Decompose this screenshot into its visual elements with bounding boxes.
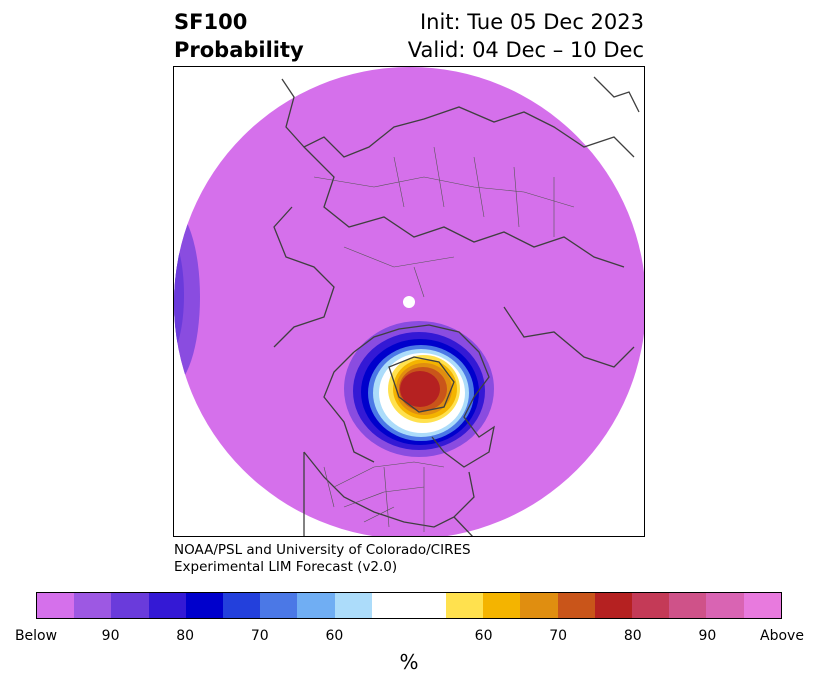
colorbar-segment <box>37 593 75 618</box>
colorbar-segment <box>185 593 223 618</box>
credit-line-1: NOAA/PSL and University of Colorado/CIRE… <box>174 542 471 558</box>
colorbar-tick-label: 90 <box>101 628 120 644</box>
coastlines <box>273 76 640 536</box>
colorbar-segment <box>520 593 558 618</box>
labrador-coast <box>323 351 375 463</box>
map-canvas <box>174 67 644 536</box>
colorbar-segment <box>706 593 744 618</box>
probability-field <box>174 207 494 457</box>
variable-name: SF100 <box>174 10 248 34</box>
asia-coast <box>593 76 640 113</box>
colorbar-unit: % <box>399 650 419 674</box>
anomaly-contour <box>400 371 440 407</box>
colorbar-segment <box>222 593 261 618</box>
colorbar-tick-label: 80 <box>623 628 642 644</box>
colorbar-segment <box>743 593 781 618</box>
colorbar-tick-label: 80 <box>176 628 195 644</box>
eurasia-coast <box>281 78 635 158</box>
anomaly-contour <box>174 207 200 387</box>
colorbar-segment <box>446 593 484 618</box>
colorbar-segment <box>260 593 298 618</box>
alaska-coast <box>503 306 635 368</box>
colorbar-segment <box>74 593 112 618</box>
colorbar-segment <box>557 593 595 618</box>
colorbar-tick-label: 60 <box>325 628 344 644</box>
colorbar-segment <box>371 593 447 618</box>
colorbar <box>36 592 782 619</box>
colorbar-tick-label: Above <box>760 628 804 644</box>
credit-text: NOAA/PSL and University of Colorado/CIRE… <box>174 542 471 576</box>
hudson-bay-coast <box>353 324 495 468</box>
colorbar-segment <box>594 593 633 618</box>
plot-title-left: SF100 Probability <box>174 8 304 64</box>
colorbar-segment <box>148 593 186 618</box>
colorbar-segment <box>483 593 521 618</box>
siberia-coast <box>303 146 625 268</box>
init-date: Init: Tue 05 Dec 2023 <box>419 10 644 34</box>
pole-marker <box>403 296 415 308</box>
colorbar-tick-label: Below <box>14 628 58 644</box>
political-borders <box>313 146 575 532</box>
colorbar-segment <box>297 593 335 618</box>
hudson-bay <box>388 356 455 413</box>
credit-line-2: Experimental LIM Forecast (v2.0) <box>174 559 398 575</box>
polar-map <box>173 66 645 537</box>
colorbar-segment <box>334 593 372 618</box>
colorbar-tick-label: 70 <box>250 628 269 644</box>
europe-coast <box>273 206 335 348</box>
us-border <box>303 451 475 528</box>
colorbar-segment <box>111 593 149 618</box>
us-west-coast <box>453 516 473 536</box>
valid-range: Valid: 04 Dec – 10 Dec <box>407 38 644 62</box>
colorbar-tick-label: 60 <box>474 628 493 644</box>
colorbar-tick-label: 70 <box>549 628 568 644</box>
colorbar-tick-label: 90 <box>698 628 717 644</box>
product-name: Probability <box>174 38 304 62</box>
plot-title-right: Init: Tue 05 Dec 2023 Valid: 04 Dec – 10… <box>408 8 644 64</box>
colorbar-segment <box>632 593 670 618</box>
colorbar-segment <box>669 593 707 618</box>
